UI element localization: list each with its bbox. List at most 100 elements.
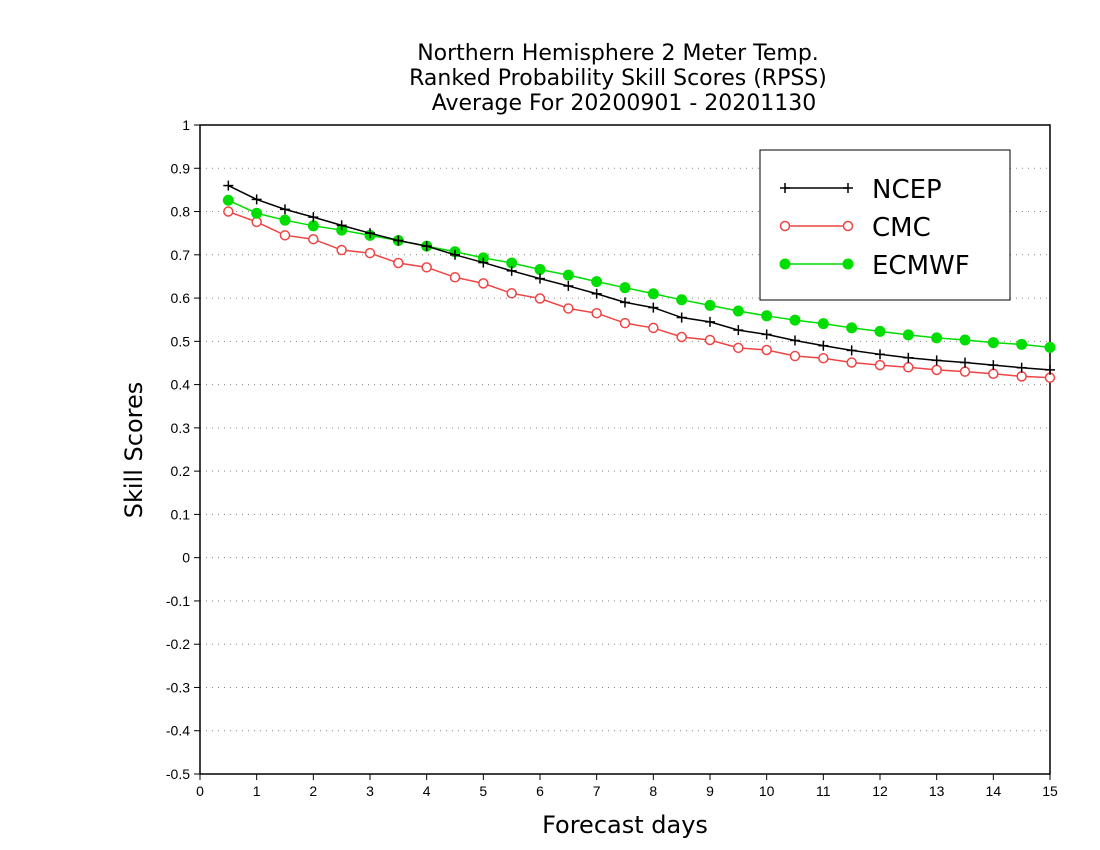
ncep-point bbox=[591, 288, 602, 299]
cmc-point bbox=[846, 357, 857, 368]
y-tick-label: -0.3 bbox=[166, 679, 190, 695]
axis-ticks: -0.5 -0.4 -0.3 -0.2 -0.1 0 0.1 0.2 0.3 0.4 0.5 0.6 0… bbox=[166, 117, 1058, 799]
legend-label-cmc: CMC bbox=[872, 213, 931, 243]
y-tick-label: 1 bbox=[182, 117, 190, 133]
cmc-point bbox=[988, 368, 999, 380]
ecmwf-point bbox=[931, 332, 943, 344]
cmc-point bbox=[733, 342, 744, 354]
cmc-point bbox=[676, 331, 687, 343]
x-tick-label: 15 bbox=[1042, 783, 1058, 799]
x-tick-label: 0 bbox=[196, 783, 204, 799]
cmc-point bbox=[959, 366, 971, 377]
title-line-3: Average For 20200901 - 20201130 bbox=[432, 91, 817, 116]
x-axis-label: Forecast days bbox=[542, 811, 708, 839]
ncep-point bbox=[790, 335, 800, 346]
cmc-point bbox=[279, 230, 291, 241]
ncep-point bbox=[223, 180, 234, 191]
ncep-point bbox=[450, 249, 460, 260]
chart-title: Northern Hemisphere 2 Meter Temp. Ranked… bbox=[409, 41, 827, 116]
cmc-point bbox=[534, 293, 546, 304]
x-tick-label: 9 bbox=[706, 783, 714, 799]
ecmwf-point bbox=[676, 294, 688, 306]
x-tick-label: 6 bbox=[536, 783, 544, 799]
ecmwf-point bbox=[789, 314, 801, 326]
legend: NCEP CMC ECMWF bbox=[759, 149, 1011, 301]
ecmwf-point bbox=[222, 194, 234, 206]
ncep-point bbox=[761, 329, 772, 340]
ncep-point bbox=[875, 349, 885, 360]
legend-item-ncep: NCEP bbox=[780, 175, 942, 205]
cmc-point bbox=[1016, 371, 1027, 382]
series-cmc bbox=[223, 206, 1056, 383]
ncep-point bbox=[506, 265, 517, 276]
ncep-point bbox=[846, 345, 857, 356]
legend-marker bbox=[779, 220, 791, 232]
series-ncep bbox=[223, 180, 1055, 375]
y-tick-label: 0 bbox=[182, 550, 190, 566]
cmc-point bbox=[449, 272, 461, 283]
ecmwf-point bbox=[279, 214, 291, 226]
cmc-point bbox=[704, 334, 716, 346]
legend-marker bbox=[842, 258, 854, 270]
y-axis-label: Skill Scores bbox=[120, 382, 148, 519]
ncep-point bbox=[563, 280, 574, 291]
series-lines bbox=[222, 180, 1056, 383]
cmc-point bbox=[336, 244, 347, 256]
ecmwf-point bbox=[1016, 338, 1028, 350]
y-tick-label: 0.6 bbox=[171, 290, 191, 306]
legend-item-ecmwf: ECMWF bbox=[779, 251, 970, 281]
ecmwf-point bbox=[732, 305, 744, 317]
title-line-1: Northern Hemisphere 2 Meter Temp. bbox=[417, 41, 819, 66]
ncep-point bbox=[1016, 362, 1027, 373]
x-tick-label: 7 bbox=[593, 783, 601, 799]
ecmwf-point bbox=[534, 264, 546, 276]
ncep-point bbox=[648, 302, 659, 313]
ecmwf-point bbox=[591, 276, 603, 288]
ncep-point bbox=[903, 352, 914, 363]
y-tick-label: -0.4 bbox=[166, 723, 190, 739]
cmc-point bbox=[308, 233, 319, 245]
ecmwf-point bbox=[761, 310, 773, 322]
ecmwf-point bbox=[647, 288, 659, 300]
ncep-point bbox=[1045, 364, 1055, 375]
cmc-point bbox=[931, 364, 942, 376]
cmc-point bbox=[421, 262, 432, 273]
ecmwf-point bbox=[619, 282, 631, 294]
x-tick-label: 13 bbox=[929, 783, 945, 799]
cmc-point bbox=[789, 350, 801, 362]
y-tick-label: 0.1 bbox=[171, 506, 191, 522]
legend-marker bbox=[843, 183, 853, 193]
x-tick-label: 12 bbox=[872, 783, 888, 799]
cmc-point bbox=[393, 257, 404, 269]
cmc-point bbox=[648, 322, 659, 334]
x-tick-label: 14 bbox=[986, 783, 1002, 799]
ncep-point bbox=[676, 312, 687, 323]
cmc-point bbox=[364, 247, 376, 259]
plot-frame bbox=[199, 124, 1051, 775]
ncep-point bbox=[733, 325, 744, 336]
cmc-point bbox=[874, 359, 886, 371]
ncep-point bbox=[535, 273, 545, 284]
x-tick-label: 8 bbox=[649, 783, 657, 799]
x-tick-label: 5 bbox=[479, 783, 487, 799]
ecmwf-point bbox=[1044, 341, 1056, 353]
ncep-point bbox=[280, 204, 290, 215]
ncep-point bbox=[988, 360, 999, 371]
ecmwf-point bbox=[251, 207, 263, 219]
ncep-point bbox=[960, 357, 970, 368]
ncep-point bbox=[393, 235, 404, 246]
ecmwf-point bbox=[704, 299, 716, 311]
ncep-point bbox=[705, 316, 715, 327]
series-ecmwf bbox=[222, 194, 1056, 353]
ncep-point bbox=[308, 212, 319, 223]
title-line-2: Ranked Probability Skill Scores (RPSS) bbox=[409, 66, 827, 91]
ecmwf-point bbox=[987, 337, 999, 349]
legend-item-cmc: CMC bbox=[779, 213, 931, 243]
ecmwf-point bbox=[874, 325, 886, 337]
ncep-point bbox=[818, 340, 829, 351]
ecmwf-point bbox=[902, 329, 914, 341]
ecmwf-point bbox=[562, 269, 574, 281]
x-tick-label: 4 bbox=[423, 783, 431, 799]
x-tick-label: 3 bbox=[366, 783, 374, 799]
